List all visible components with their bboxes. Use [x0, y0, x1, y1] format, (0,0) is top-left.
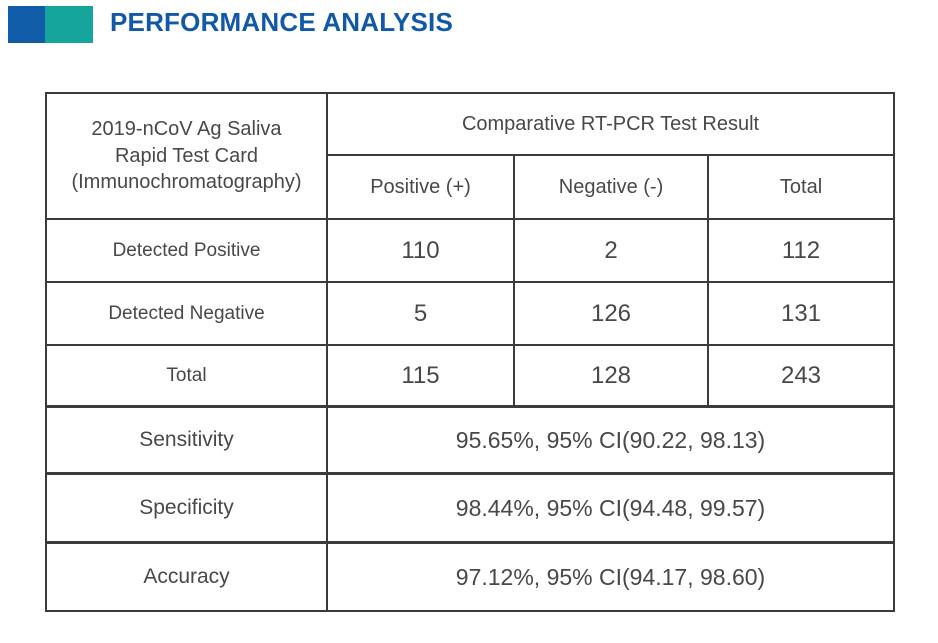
- table-row-detected-negative: Detected Negative 5 126 131: [45, 281, 896, 346]
- stat-label: Accuracy: [45, 541, 328, 612]
- stat-label: Sensitivity: [45, 405, 328, 475]
- stat-value: 95.65%, 95% CI(90.22, 98.13): [325, 405, 896, 475]
- corner-header-line-2: Rapid Test Card: [114, 144, 259, 167]
- stat-label: Specificity: [45, 472, 328, 544]
- cell-value: 126: [513, 281, 709, 346]
- brand-square-teal-icon: [45, 6, 93, 43]
- brand-logo: [8, 6, 93, 43]
- cell-value: 5: [326, 281, 515, 346]
- row-label: Detected Negative: [45, 281, 328, 346]
- stat-value: 98.44%, 95% CI(94.48, 99.57): [325, 472, 896, 544]
- table-row-specificity: Specificity 98.44%, 95% CI(94.48, 99.57): [45, 472, 896, 544]
- row-label: Total: [45, 344, 328, 408]
- cell-value: 115: [326, 344, 515, 408]
- brand-square-blue-icon: [8, 6, 45, 43]
- corner-header-line-3: (Immunochromatography): [71, 171, 302, 194]
- group-header-cell: Comparative RT-PCR Test Result: [325, 92, 896, 156]
- row-label: Detected Positive: [45, 218, 328, 283]
- performance-table: 2019-nCoV Ag Saliva Rapid Test Card (Imm…: [45, 92, 896, 612]
- stat-value: 97.12%, 95% CI(94.17, 98.60): [325, 541, 896, 612]
- cell-value: 110: [326, 218, 515, 283]
- column-header-positive: Positive (+): [326, 154, 515, 220]
- page-title: PERFORMANCE ANALYSIS: [110, 7, 454, 37]
- table-row-accuracy: Accuracy 97.12%, 95% CI(94.17, 98.60): [45, 541, 896, 612]
- column-header-negative: Negative (-): [513, 154, 709, 220]
- cell-value: 243: [706, 344, 896, 408]
- cell-value: 131: [706, 281, 896, 346]
- table-row-sensitivity: Sensitivity 95.65%, 95% CI(90.22, 98.13): [45, 405, 896, 475]
- table-row-total: Total 115 128 243: [45, 344, 896, 408]
- corner-header-line-1: 2019-nCoV Ag Saliva: [91, 118, 282, 141]
- header-row-group: 2019-nCoV Ag Saliva Rapid Test Card (Imm…: [45, 92, 896, 220]
- header-row-columns: Positive (+) Negative (-) Total: [46, 154, 896, 220]
- cell-value: 112: [706, 218, 896, 283]
- cell-value: 128: [513, 344, 709, 408]
- table-row-detected-positive: Detected Positive 110 2 112: [45, 218, 896, 283]
- corner-header-cell: 2019-nCoV Ag Saliva Rapid Test Card (Imm…: [45, 92, 328, 220]
- column-header-total: Total: [706, 154, 896, 220]
- cell-value: 2: [513, 218, 709, 283]
